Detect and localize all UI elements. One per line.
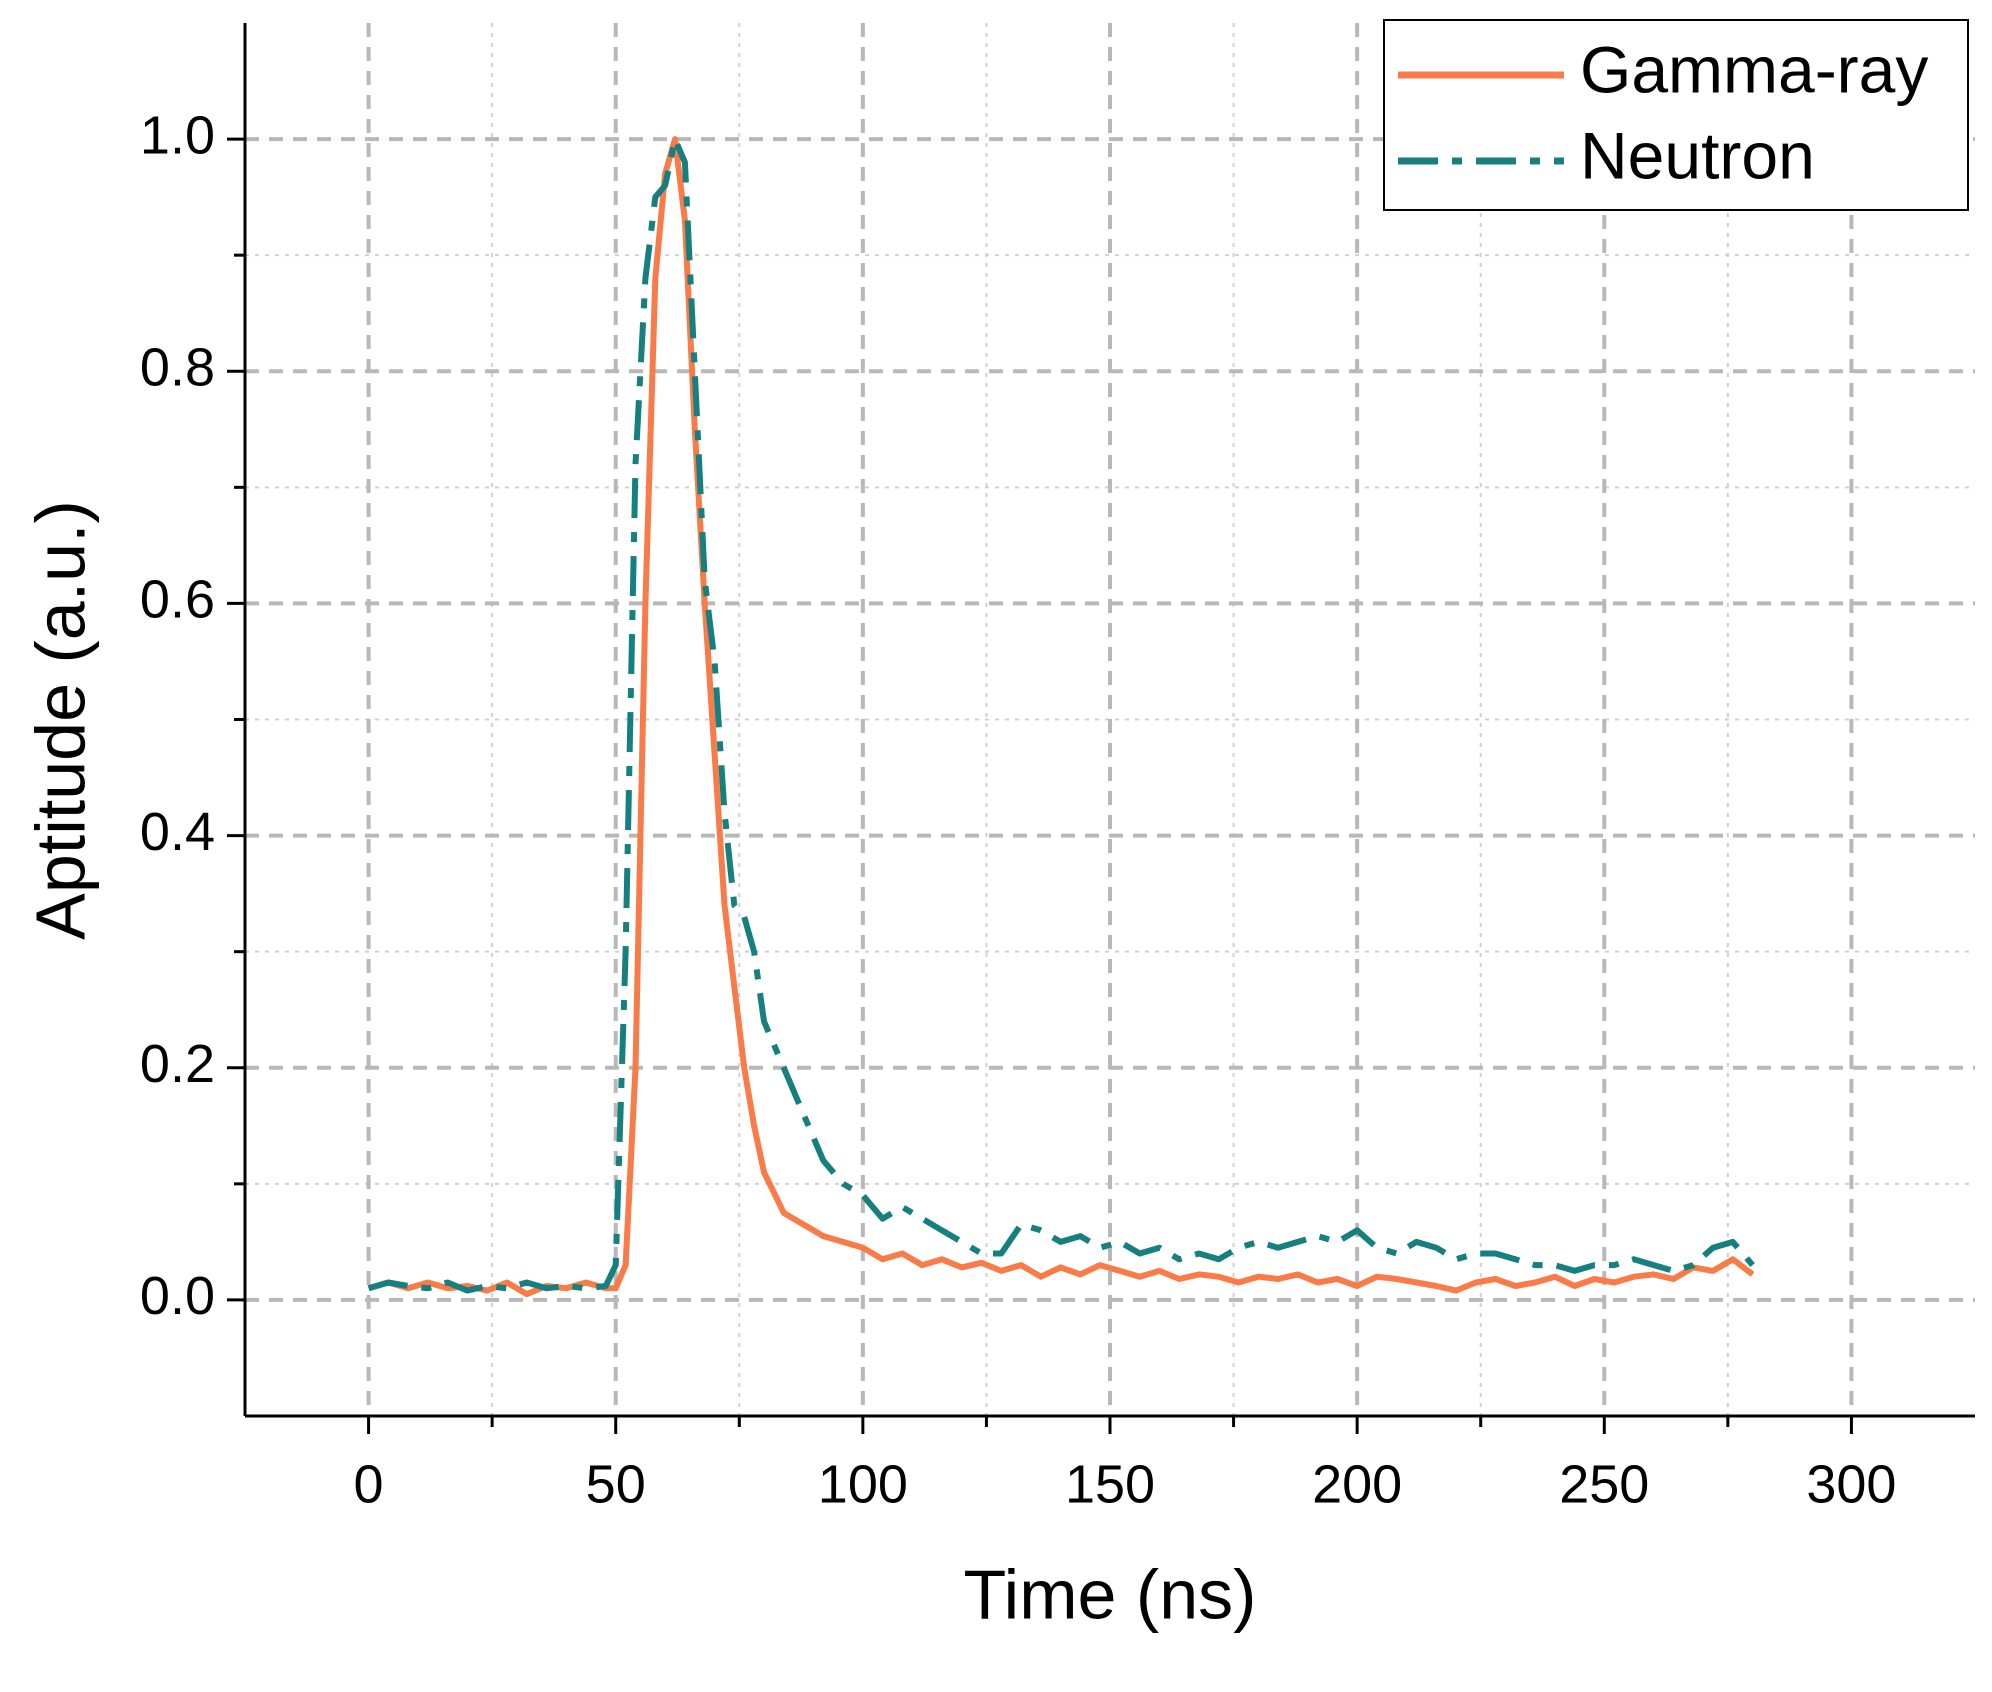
line-series <box>367 136 1755 1294</box>
x-tick-label: 100 <box>818 1454 908 1514</box>
y-tick-label: 0.2 <box>140 1034 215 1094</box>
y-tick-label: 0.8 <box>140 338 215 398</box>
y-tick-label: 1.0 <box>140 105 215 165</box>
y-tick-label: 0.0 <box>140 1266 215 1326</box>
x-axis-title: Time (ns) <box>964 1555 1257 1633</box>
x-tick-label: 50 <box>586 1454 646 1514</box>
x-tick-label: 150 <box>1065 1454 1155 1514</box>
legend-label: Neutron <box>1580 118 1815 192</box>
y-tick-label: 0.6 <box>140 570 215 630</box>
x-tick-label: 250 <box>1559 1454 1649 1514</box>
y-axis-title: Aptitude (a.u.) <box>21 500 99 940</box>
line-series <box>367 136 1755 1298</box>
x-tick-label: 200 <box>1312 1454 1402 1514</box>
y-tick-label: 0.4 <box>140 802 215 862</box>
legend-label: Gamma-ray <box>1580 32 1928 106</box>
legend-box <box>1383 19 1969 211</box>
x-tick-label: 300 <box>1806 1454 1896 1514</box>
x-tick-label: 0 <box>354 1454 384 1514</box>
